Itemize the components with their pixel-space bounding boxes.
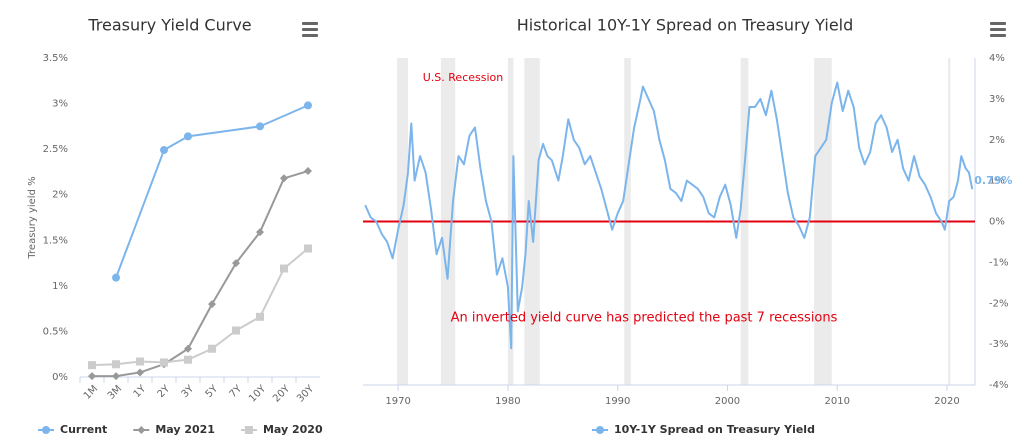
x-tick-label: 1970 xyxy=(385,396,410,407)
data-point xyxy=(304,101,312,110)
menu-bar xyxy=(990,22,1006,25)
chart-title: Treasury Yield Curve xyxy=(87,16,251,35)
y-tick-label: 3% xyxy=(52,99,68,110)
data-point xyxy=(184,355,192,364)
y-tick-label: 3% xyxy=(989,94,1005,105)
menu-bar xyxy=(990,28,1006,31)
menu-button[interactable] xyxy=(990,22,1006,37)
chart-title: Historical 10Y-1Y Spread on Treasury Yie… xyxy=(517,16,854,35)
data-point xyxy=(160,358,168,367)
legend-symbol xyxy=(137,426,146,434)
menu-bar xyxy=(302,22,318,25)
series-line xyxy=(91,247,309,367)
y-tick-label: 1% xyxy=(52,281,68,292)
x-tick-label: 1980 xyxy=(495,396,520,407)
x-tick-label: 2000 xyxy=(715,396,740,407)
data-point xyxy=(112,360,120,369)
data-point xyxy=(112,273,120,282)
data-point xyxy=(136,357,144,366)
recession-label: U.S. Recession xyxy=(423,71,504,84)
data-point xyxy=(256,122,264,131)
legend-label: May 2020 xyxy=(263,423,323,436)
data-point xyxy=(112,372,120,381)
legend-symbol xyxy=(244,426,253,434)
data-point xyxy=(280,264,288,273)
legend-label: 10Y-1Y Spread on Treasury Yield xyxy=(614,423,815,436)
x-tick-label: 2010 xyxy=(825,396,850,407)
data-point xyxy=(304,244,312,253)
y-tick-label: 0% xyxy=(989,217,1005,228)
y-tick-label: 2.5% xyxy=(43,144,68,155)
x-tick-label: 1990 xyxy=(605,396,630,407)
data-point xyxy=(184,344,192,353)
y-tick-label: 1% xyxy=(989,176,1005,187)
y-tick-label: 3.5% xyxy=(43,53,68,64)
legend-label: Current xyxy=(60,423,107,436)
data-point xyxy=(256,228,264,237)
data-point xyxy=(232,326,240,335)
data-point xyxy=(160,146,168,155)
menu-bar xyxy=(302,28,318,31)
data-point xyxy=(208,300,216,309)
data-point xyxy=(208,344,216,353)
series-line xyxy=(92,170,309,378)
y-tick-label: 4% xyxy=(989,53,1005,64)
y-tick-label: 2% xyxy=(989,135,1005,146)
y-tick-label: -1% xyxy=(989,257,1008,268)
legend-symbol xyxy=(596,426,604,434)
menu-button[interactable] xyxy=(302,22,318,37)
menu-bar xyxy=(990,34,1006,37)
y-tick-label: -4% xyxy=(989,380,1008,391)
data-point xyxy=(184,132,192,141)
x-tick-label: 2020 xyxy=(934,396,959,407)
data-point xyxy=(88,372,96,381)
y-tick-label: 1.5% xyxy=(43,235,68,246)
series-line xyxy=(364,81,974,350)
data-label: 0.79% xyxy=(974,174,1012,187)
data-point xyxy=(88,361,96,370)
data-point xyxy=(256,312,264,321)
menu-bar xyxy=(302,34,318,37)
y-tick-label: 0% xyxy=(52,372,68,383)
y-tick-label: 0.5% xyxy=(43,326,68,337)
y-tick-label: -2% xyxy=(989,298,1008,309)
data-point xyxy=(280,174,288,183)
data-point xyxy=(304,167,312,176)
legend-symbol xyxy=(42,426,50,434)
annotation: An inverted yield curve has predicted th… xyxy=(451,311,838,326)
y-tick-label: -3% xyxy=(989,339,1008,350)
data-point xyxy=(232,259,240,268)
legend-label: May 2021 xyxy=(155,423,215,436)
data-point xyxy=(136,368,144,377)
y-tick-label: 2% xyxy=(52,190,68,201)
y-axis-title: Treasury yield % xyxy=(27,176,38,259)
legend-item[interactable]: 10Y-1Y Spread on Treasury Yield xyxy=(592,423,815,436)
